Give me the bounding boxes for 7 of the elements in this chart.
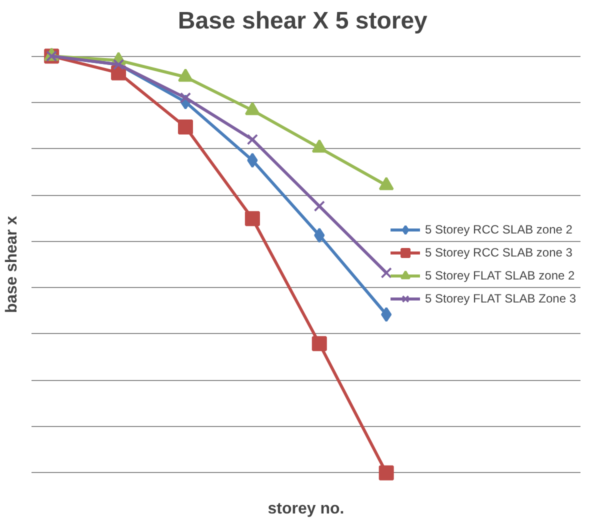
x-axis-title: storey no. xyxy=(268,500,344,518)
chart-title: Base shear X 5 storey xyxy=(178,8,428,34)
legend-label: 5 Storey FLAT SLAB Zone 3 xyxy=(425,292,576,306)
legend-label: 5 Storey FLAT SLAB zone 2 xyxy=(425,268,575,282)
legend-label: 5 Storey RCC SLAB zone 3 xyxy=(425,246,572,260)
y-axis-title: base shear x xyxy=(4,216,20,313)
legend-label: 5 Storey RCC SLAB zone 2 xyxy=(425,222,572,236)
